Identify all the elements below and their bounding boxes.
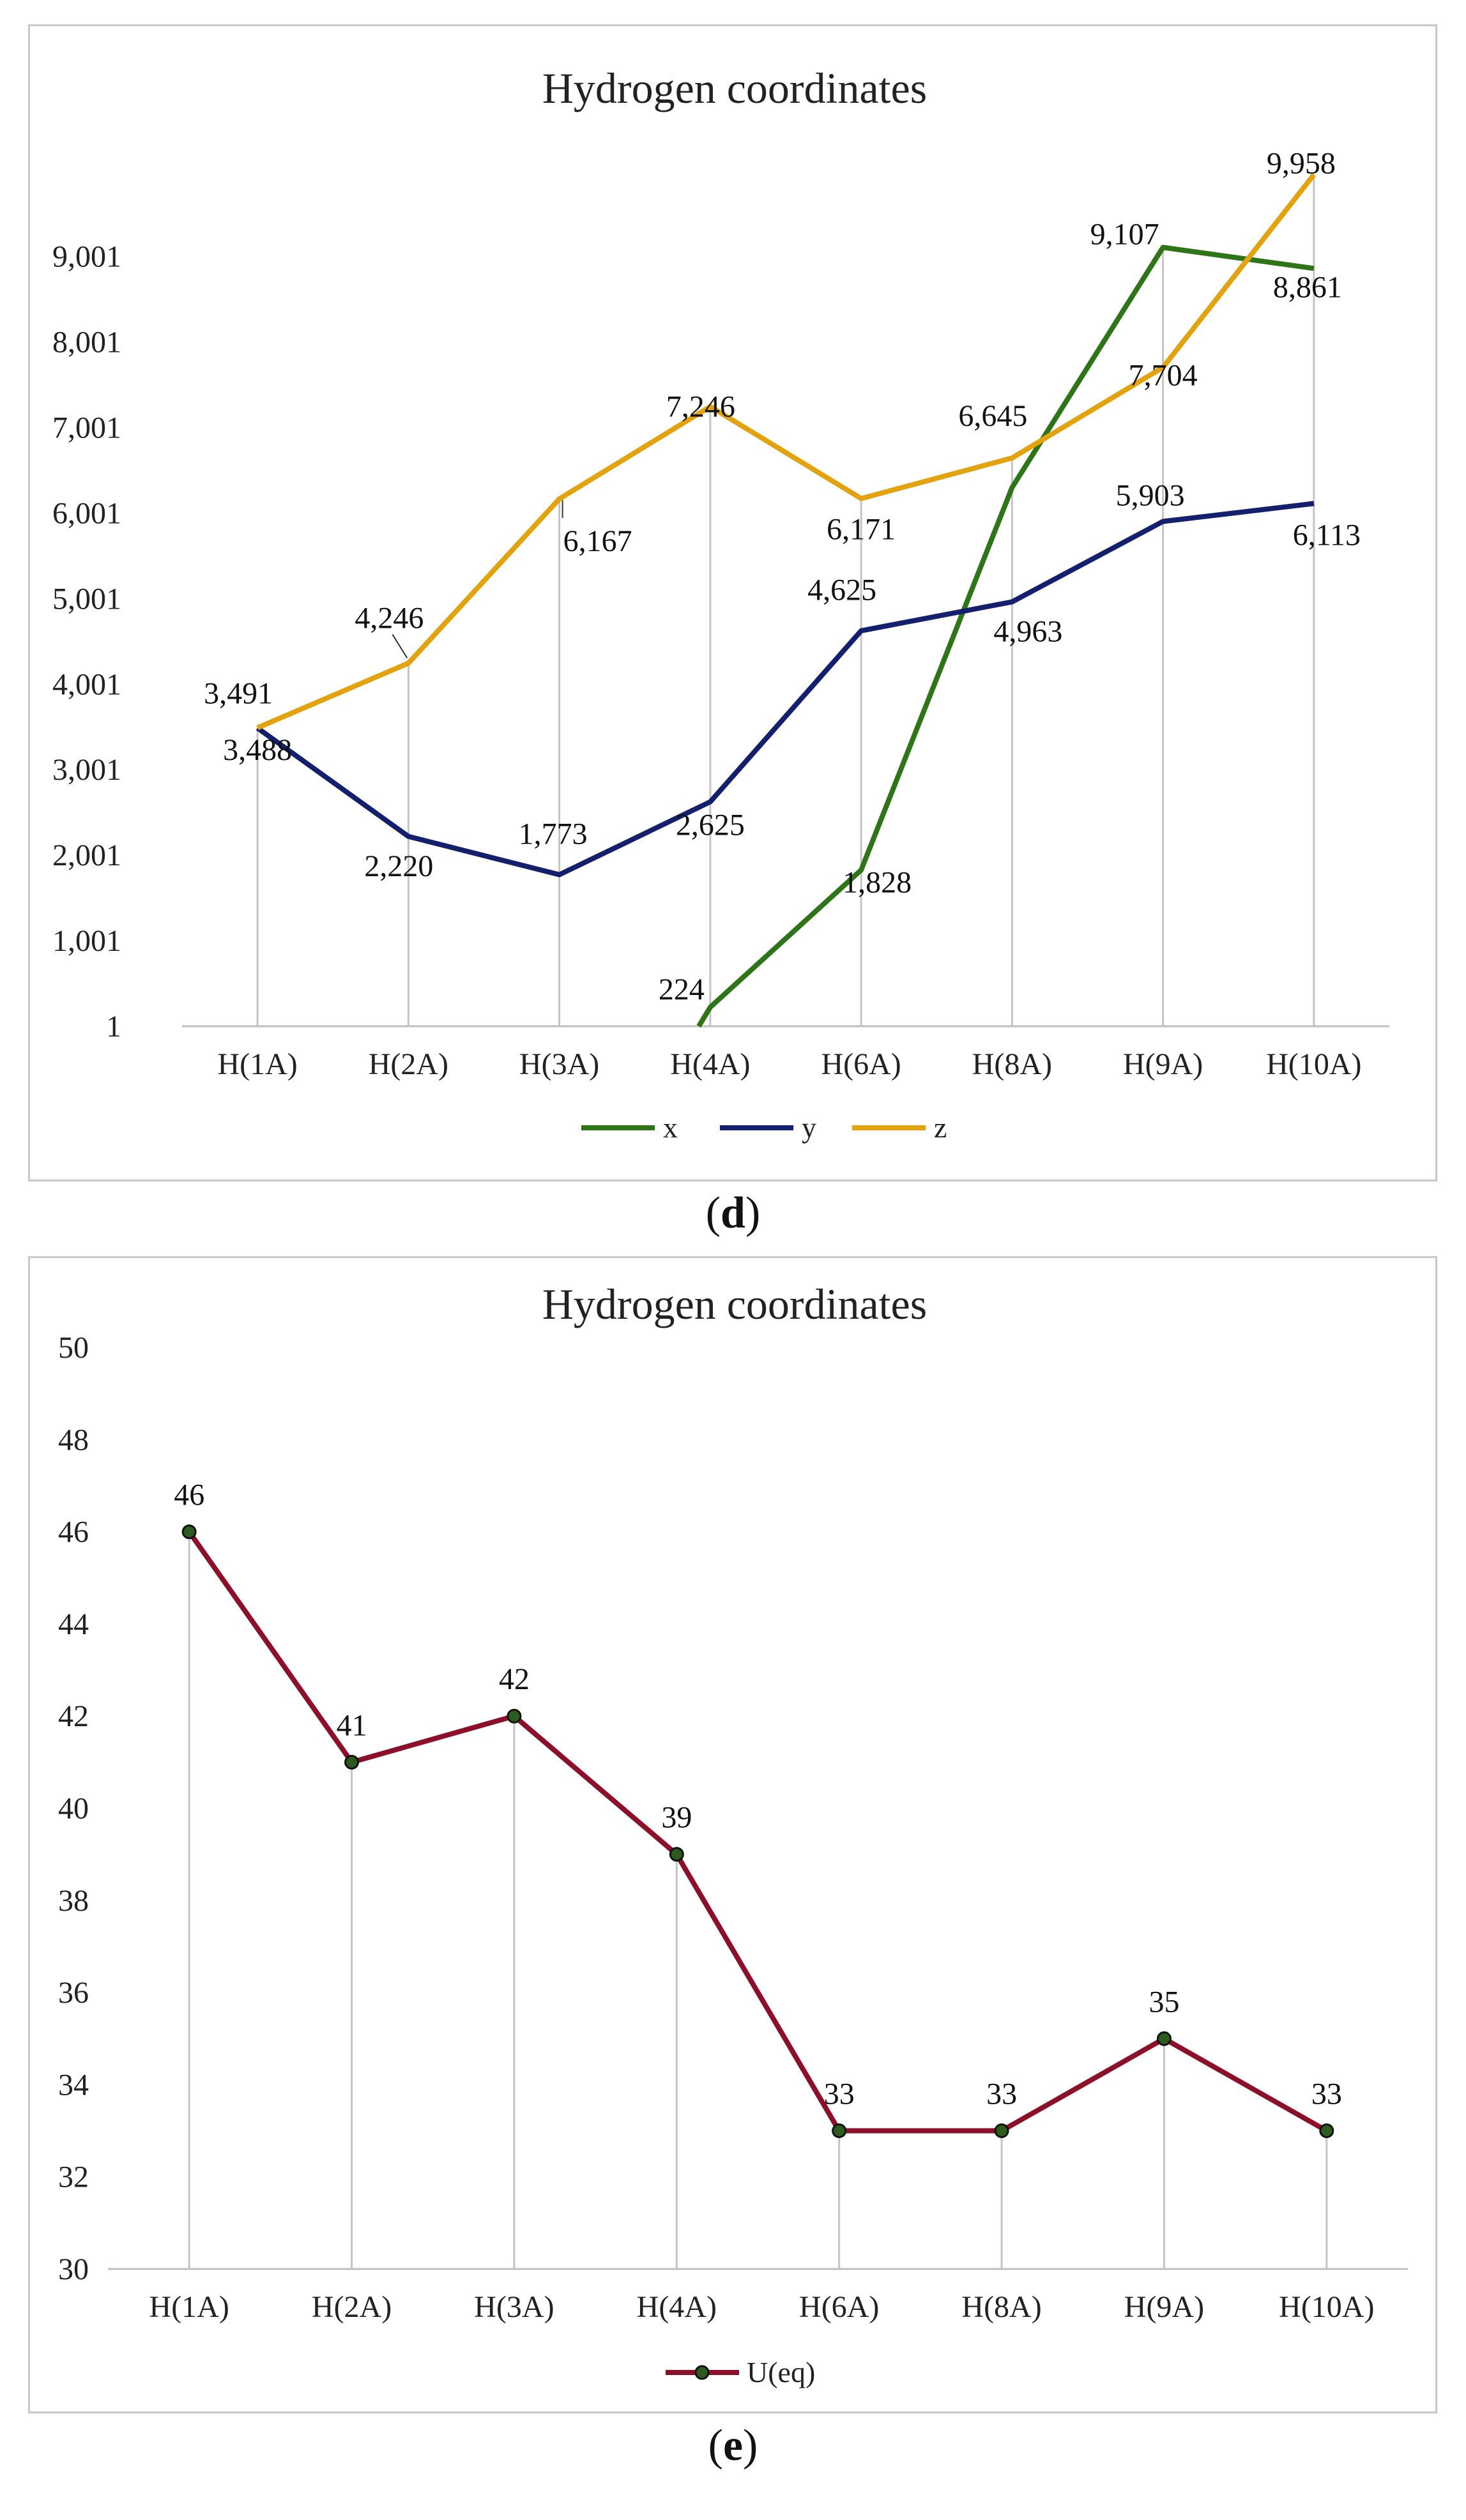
- y-tick-label: 50: [58, 1331, 89, 1365]
- x-tick-label: H(8A): [961, 2290, 1041, 2324]
- data-label-z: 6,645: [958, 399, 1027, 433]
- y-tick-label: 8,001: [52, 326, 121, 360]
- x-tick-label: H(9A): [1123, 1047, 1203, 1081]
- data-point-marker: [669, 1847, 684, 1862]
- data-label-ueq: 41: [337, 1708, 367, 1742]
- series-line-x: [696, 245, 1315, 1028]
- data-label-ueq: 33: [824, 2077, 855, 2111]
- x-tick-label: H(6A): [799, 2290, 879, 2324]
- y-tick-label: 9,001: [52, 240, 121, 274]
- y-tick-label: 2,001: [52, 839, 121, 872]
- caption-e: (e): [708, 2421, 758, 2470]
- data-label-y: 5,903: [1116, 479, 1185, 513]
- data-label-y: 4,625: [807, 573, 876, 607]
- data-label-y: 2,625: [676, 808, 745, 842]
- data-label-y: 3,488: [223, 733, 292, 767]
- data-label-ueq: 39: [661, 1801, 692, 1835]
- legend-label-ueq: U(eq): [747, 2356, 815, 2388]
- data-label-y: 2,220: [364, 849, 433, 883]
- series-line-ueq: [187, 1530, 1328, 2134]
- data-label-z: 7,246: [666, 390, 735, 424]
- x-tick-label: H(6A): [821, 1047, 901, 1081]
- data-label-ueq: 46: [174, 1478, 204, 1512]
- legend-label-y: y: [802, 1111, 816, 1144]
- data-label-ueq: 33: [986, 2077, 1017, 2111]
- data-label-x: 1,828: [843, 865, 912, 899]
- data-point-marker: [832, 2123, 847, 2139]
- data-label-y: 6,113: [1293, 518, 1361, 552]
- x-tick-label: H(4A): [637, 2290, 717, 2324]
- legend-label-x: x: [663, 1111, 678, 1144]
- x-tick-label: H(3A): [474, 2290, 554, 2324]
- x-tick-label: H(4A): [670, 1047, 750, 1081]
- chart-d: Hydrogen coordinates 1 1,001 2,001 3,001 4,0…: [52, 64, 1389, 1144]
- y-tick-label: 32: [58, 2160, 89, 2194]
- y-tick-label: 5,001: [52, 582, 121, 616]
- data-label-ueq: 33: [1311, 2077, 1342, 2111]
- data-label-z: 4,246: [355, 601, 424, 635]
- legend-marker-ueq: [694, 2365, 710, 2380]
- series-line-z: [256, 172, 1317, 731]
- data-label-ueq: 35: [1149, 1985, 1179, 2019]
- label-leader-line: [392, 634, 408, 658]
- data-point-marker: [507, 1708, 522, 1724]
- data-point-marker: [344, 1754, 360, 1770]
- y-tick-label: 42: [58, 1699, 89, 1733]
- y-tick-label: 3,001: [52, 753, 121, 787]
- y-tick-label: 34: [58, 2068, 89, 2102]
- data-label-x: 9,107: [1090, 217, 1159, 251]
- chart-panel-d: Hydrogen coordinates 1 1,001 2,001 3,001 4,0…: [28, 24, 1437, 1181]
- series-line-y: [256, 501, 1315, 877]
- y-tick-label: 40: [58, 1792, 89, 1826]
- caption-d-letter: d: [721, 1188, 745, 1238]
- caption-d: (d): [705, 1188, 761, 1238]
- chart-d-title: Hydrogen coordinates: [542, 64, 927, 112]
- data-point-marker: [1156, 2031, 1172, 2046]
- y-tick-label: 7,001: [52, 411, 121, 444]
- x-tick-label: H(9A): [1124, 2290, 1204, 2324]
- data-point-marker: [994, 2123, 1009, 2139]
- y-tick-label: 6,001: [52, 496, 121, 530]
- y-tick-label: 1: [106, 1010, 121, 1044]
- data-point-marker: [181, 1524, 197, 1540]
- chart-panel-e: Hydrogen coordinates 30 32 34 36 38 40 42 44 46 4…: [28, 1256, 1437, 2413]
- data-label-z: 7,704: [1129, 358, 1198, 392]
- y-tick-label: 44: [58, 1607, 89, 1641]
- x-tick-label: H(1A): [149, 2290, 229, 2324]
- data-label-ueq: 42: [499, 1662, 530, 1696]
- legend-label-z: z: [934, 1111, 947, 1144]
- y-tick-label: 38: [58, 1884, 89, 1918]
- data-label-x: 224: [659, 973, 705, 1006]
- data-label-z: 6,171: [827, 513, 896, 547]
- x-tick-label: H(10A): [1279, 2290, 1374, 2324]
- chart-e: Hydrogen coordinates 30 32 34 36 38 40 42 44 46 4…: [58, 1280, 1408, 2388]
- data-label-x: 8,861: [1273, 270, 1342, 304]
- y-tick-label: 4,001: [52, 667, 121, 701]
- data-label-y: 4,963: [993, 614, 1062, 648]
- chart-e-title: Hydrogen coordinates: [542, 1280, 927, 1328]
- data-label-y: 1,773: [519, 817, 588, 851]
- data-label-z: 3,491: [204, 677, 273, 711]
- x-tick-label: H(2A): [369, 1047, 448, 1081]
- y-tick-label: 48: [58, 1423, 89, 1457]
- x-tick-label: H(2A): [312, 2290, 392, 2324]
- data-label-z: 6,167: [563, 524, 632, 558]
- y-tick-label: 36: [58, 1976, 89, 2010]
- y-tick-label: 46: [58, 1515, 89, 1549]
- x-tick-label: H(3A): [519, 1047, 599, 1081]
- data-label-z: 9,958: [1267, 146, 1336, 180]
- y-tick-label: 1,001: [52, 924, 121, 958]
- caption-e-letter: e: [722, 2421, 744, 2470]
- x-tick-label: H(8A): [972, 1047, 1052, 1081]
- data-point-marker: [1319, 2123, 1334, 2139]
- x-tick-label: H(1A): [217, 1047, 297, 1081]
- y-tick-label: 30: [58, 2252, 89, 2286]
- x-tick-label: H(10A): [1266, 1047, 1361, 1081]
